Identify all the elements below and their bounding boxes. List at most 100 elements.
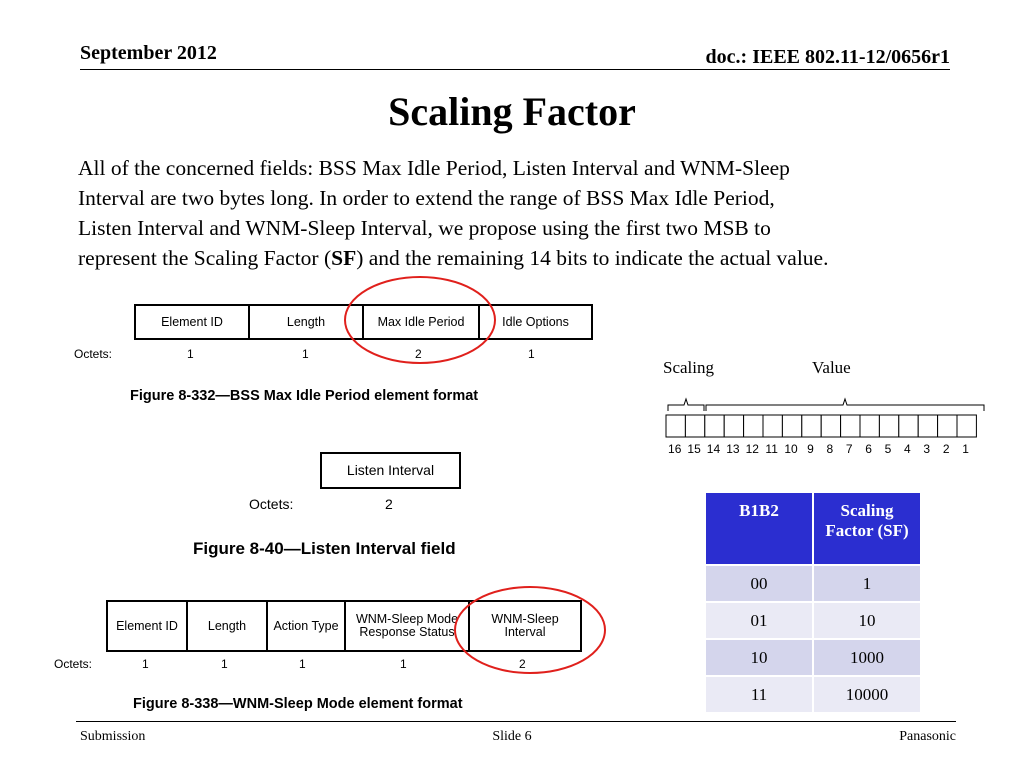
- fig3-octet-value: 1: [299, 657, 306, 671]
- fig3-field-response-status: WNM-Sleep Mode Response Status: [344, 602, 468, 650]
- value-brace: [705, 397, 985, 411]
- bit-cell: [859, 414, 880, 438]
- footer-submission: Submission: [80, 729, 146, 744]
- fig1-field-element-id: Element ID: [161, 314, 223, 329]
- bit-cell: [898, 414, 919, 438]
- bit-number: 2: [942, 442, 950, 456]
- header-doc-id: doc.: IEEE 802.11-12/0656r1: [705, 46, 950, 68]
- bit-cell: [956, 414, 977, 438]
- bits-diagram: [665, 397, 985, 438]
- bit-number: 15: [687, 442, 701, 456]
- fig3-octet-value: 1: [221, 657, 228, 671]
- bits-value-label: Value: [812, 358, 851, 377]
- sf-cell-bits: 10: [704, 638, 814, 677]
- body-line: Interval are two bytes long. In order to…: [78, 186, 775, 210]
- fig1-caption: Figure 8-332—BSS Max Idle Period element…: [130, 388, 479, 404]
- bit-number: 16: [668, 442, 682, 456]
- bit-number: 13: [726, 442, 740, 456]
- sf-cell-factor: 1: [812, 564, 922, 603]
- bit-number: 12: [745, 442, 759, 456]
- sf-header-b1b2: B1B2: [704, 491, 814, 566]
- bit-cell: [743, 414, 764, 438]
- sf-cell-bits: 00: [704, 564, 814, 603]
- sf-table: B1B2 Scaling Factor (SF) 00 1 01 10 10 1…: [704, 491, 922, 714]
- fig3-caption: Figure 8-338—WNM-Sleep Mode element form…: [133, 696, 463, 712]
- fig1-field-box: Element ID Length Max Idle Period Idle O…: [134, 304, 593, 340]
- sf-bold-text: SF: [331, 246, 357, 270]
- bit-cell: [781, 414, 803, 438]
- fig3-field-box: Element ID Length Action Type WNM-Sleep …: [106, 600, 582, 652]
- bit-number: 14: [706, 442, 721, 456]
- fig3-field-action-type: Action Type: [266, 602, 344, 650]
- highlight-circle-max-idle: [344, 276, 496, 364]
- bit-number: 6: [865, 442, 872, 456]
- bit-cell: [762, 414, 783, 438]
- table-row: 01 10: [704, 601, 922, 640]
- bit-cell: [937, 414, 958, 438]
- fig1-field-length: Length: [248, 306, 362, 338]
- fig3-octet-value: 2: [519, 657, 526, 671]
- fig3-octets-label: Octets:: [54, 657, 93, 671]
- header-divider: [80, 69, 950, 70]
- footer-company: Panasonic: [899, 729, 956, 744]
- sf-header-scaling-factor: Scaling Factor (SF): [812, 491, 922, 566]
- footer-slide-number: Slide 6: [492, 729, 532, 744]
- sf-cell-bits: 11: [704, 675, 814, 714]
- table-row: 11 10000: [704, 675, 922, 714]
- body-line: All of the concerned fields: BSS Max Idl…: [78, 156, 790, 180]
- header-date: September 2012: [80, 42, 217, 64]
- fig2-octet-value: 2: [385, 496, 393, 512]
- bit-cell: [684, 414, 706, 438]
- fig1-octets-label: Octets:: [74, 347, 113, 361]
- bit-number: 8: [826, 442, 834, 456]
- fig1-octet-value: 1: [302, 347, 309, 361]
- scaling-brace: [667, 397, 705, 411]
- bit-cell: [704, 414, 725, 438]
- body-text-span: represent the Scaling Factor (: [78, 246, 332, 270]
- bit-cell: [820, 414, 842, 438]
- fig1-octet-value: 2: [415, 347, 422, 361]
- bit-number: 5: [884, 442, 892, 456]
- fig2-octets-label: Octets:: [249, 496, 294, 512]
- fig1-octet-value: 1: [187, 347, 194, 361]
- fig2-field-box: Listen Interval: [320, 452, 461, 489]
- bit-number: 7: [845, 442, 853, 456]
- bits-scaling-label: Scaling: [663, 358, 714, 377]
- body-paragraph: All of the concerned fields: BSS Max Idl…: [78, 153, 998, 273]
- bit-cell: [878, 414, 900, 438]
- table-row: 10 1000: [704, 638, 922, 677]
- sf-cell-factor: 10: [812, 601, 922, 640]
- bit-number: 4: [904, 442, 911, 456]
- slide-title: Scaling Factor: [388, 89, 636, 134]
- body-line: Listen Interval and WNM-Sleep Interval, …: [78, 216, 771, 240]
- fig3-field-element-id: Element ID: [116, 618, 178, 633]
- sf-cell-bits: 01: [704, 601, 814, 640]
- fig2-caption: Figure 8-40—Listen Interval field: [193, 539, 456, 558]
- sf-table-header-row: B1B2 Scaling Factor (SF): [704, 491, 922, 566]
- bit-cell: [801, 414, 822, 438]
- sf-cell-factor: 1000: [812, 638, 922, 677]
- bit-number: 9: [807, 442, 814, 456]
- bit-cell: [723, 414, 745, 438]
- body-line: represent the Scaling Factor (SF) and th…: [78, 243, 998, 273]
- fig3-octet-value: 1: [142, 657, 149, 671]
- fig3-field-wnm-sleep-interval: WNM-Sleep Interval: [468, 602, 580, 650]
- fig1-field-max-idle-period: Max Idle Period: [362, 306, 478, 338]
- bit-number: 1: [962, 442, 969, 456]
- fig3-octet-value: 1: [400, 657, 407, 671]
- footer-divider: [76, 721, 956, 722]
- bit-number-row: 16 15 14 13 12 11 10 9 8 7 6 5 4 3 2 1: [665, 442, 975, 456]
- bit-cell: [917, 414, 939, 438]
- bit-number: 11: [765, 442, 778, 456]
- table-row: 00 1: [704, 564, 922, 603]
- bit-number: 10: [784, 442, 798, 456]
- sf-cell-factor: 10000: [812, 675, 922, 714]
- bit-number: 3: [923, 442, 931, 456]
- fig1-octet-value: 1: [528, 347, 535, 361]
- fig3-field-length: Length: [186, 602, 266, 650]
- body-text-span: ) and the remaining 14 bits to indicate …: [356, 246, 829, 270]
- fig1-field-idle-options: Idle Options: [478, 306, 591, 338]
- fig2-field-listen-interval: Listen Interval: [346, 462, 435, 478]
- bit-cells: [665, 414, 977, 438]
